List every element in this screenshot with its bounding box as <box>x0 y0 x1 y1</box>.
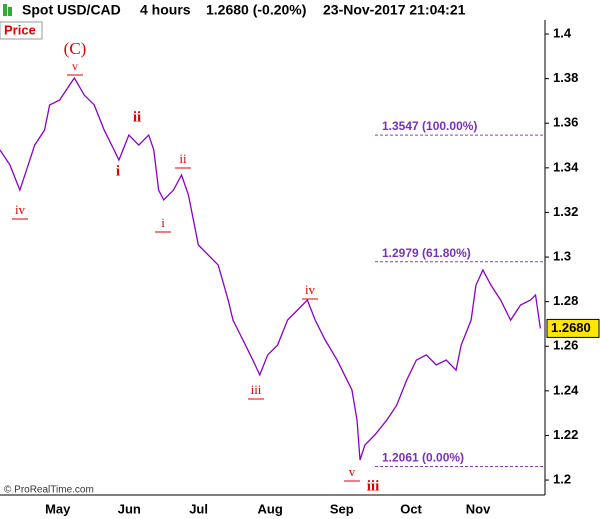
wave-label: (C) <box>64 39 87 58</box>
wave-label: iv <box>15 202 26 217</box>
x-tick-label: Nov <box>466 501 491 516</box>
y-tick-label: 1.34 <box>553 159 579 174</box>
x-tick-label: Sep <box>330 501 354 516</box>
y-tick-label: 1.2 <box>553 471 571 486</box>
panel-label: Price <box>4 22 36 37</box>
interval: 4 hours <box>140 2 191 18</box>
timestamp: 23-Nov-2017 21:04:21 <box>323 2 466 18</box>
wave-label: v <box>349 464 356 479</box>
wave-label: ii <box>179 151 187 166</box>
wave-label: i <box>116 163 120 179</box>
x-tick-label: Jul <box>189 501 208 516</box>
y-tick-label: 1.32 <box>553 204 578 219</box>
y-tick-label: 1.38 <box>553 70 578 85</box>
y-tick-label: 1.4 <box>553 25 572 40</box>
quote: 1.2680 (-0.20%) <box>206 2 306 18</box>
wave-label: iii <box>367 478 380 494</box>
y-tick-label: 1.26 <box>553 338 578 353</box>
icon <box>8 7 12 16</box>
x-tick-label: May <box>45 501 71 516</box>
y-tick-label: 1.24 <box>553 382 579 397</box>
wave-label: ii <box>133 109 141 125</box>
panel-label-box <box>0 21 43 40</box>
watermark: © ProRealTime.com <box>4 485 94 496</box>
wave-label: v <box>72 59 78 73</box>
y-tick-label: 1.28 <box>553 293 578 308</box>
fib-label: 1.2061 (0.00%) <box>382 451 464 465</box>
price-line <box>0 76 542 461</box>
wave-label: iii <box>251 382 262 397</box>
icon <box>3 4 7 16</box>
wave-label: i <box>161 215 165 230</box>
y-tick-label: 1.22 <box>553 427 578 442</box>
fib-label: 1.2979 (61.80%) <box>382 246 471 260</box>
x-tick-label: Oct <box>400 501 422 516</box>
title: Spot USD/CAD <box>22 2 121 18</box>
y-tick-label: 1.36 <box>553 115 578 130</box>
y-tick-label: 1.3 <box>553 248 571 263</box>
wave-label: iv <box>305 282 316 297</box>
x-tick-label: Aug <box>258 501 283 516</box>
fib-label: 1.3547 (100.00%) <box>382 119 477 133</box>
last-price-label: 1.2680 <box>551 320 591 335</box>
last-price-tag <box>546 318 600 338</box>
x-tick-label: Jun <box>118 501 141 516</box>
